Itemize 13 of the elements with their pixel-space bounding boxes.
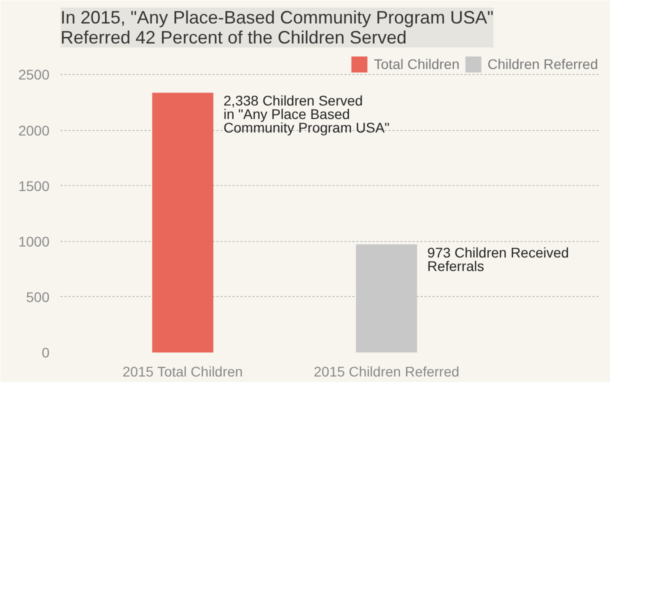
legend-label: Total Children: [374, 56, 460, 72]
annotation: 2,338 Children Served in "Any Place Based Community Program USA": [224, 92, 390, 136]
legend-label: Children Referred: [488, 56, 598, 72]
y-tick-label: 2000: [18, 122, 50, 138]
y-tick-label: 0: [42, 344, 50, 360]
y-tick-label: 1500: [18, 178, 50, 194]
x-tick-label: 2015 Children Referred: [314, 364, 460, 380]
annotation: 973 Children Received Referrals: [427, 244, 569, 274]
y-tick-label: 500: [26, 288, 50, 305]
y-tick-label: 1000: [18, 233, 50, 250]
x-tick-label: 2015 Total Children: [122, 364, 243, 380]
y-tick-label: 2500: [18, 66, 50, 83]
chart-title: In 2015, "Any Place-Based Community Program USA" Referred 42 Percent of the Children Served: [60, 8, 494, 48]
